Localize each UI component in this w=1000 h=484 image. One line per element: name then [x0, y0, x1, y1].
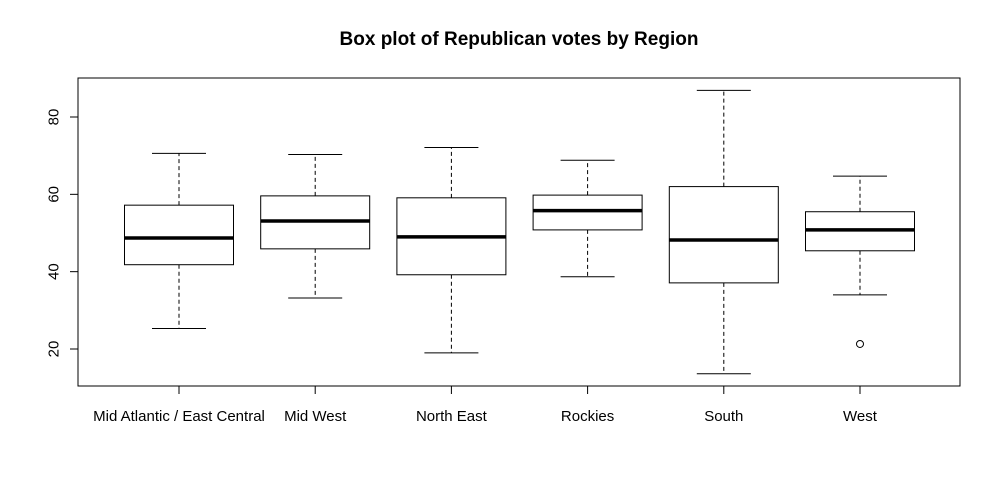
box-group [668, 89, 779, 375]
x-axis: Mid Atlantic / East Central Mid West North… [93, 386, 878, 425]
y-tick-label: 60 [46, 186, 63, 203]
interquartile-box [532, 194, 643, 231]
x-tick-label: Rockies [561, 408, 614, 425]
y-tick-label: 40 [46, 263, 63, 280]
interquartile-box [124, 204, 234, 266]
y-tick-label: 80 [46, 109, 63, 126]
x-tick-label: Mid West [284, 408, 347, 425]
box-group [805, 175, 915, 348]
x-tick-label: South [704, 408, 743, 425]
interquartile-box [668, 186, 779, 284]
y-tick-label: 20 [46, 341, 63, 358]
box-group [260, 154, 371, 299]
x-tick-label: North East [416, 408, 488, 425]
boxes [124, 89, 915, 375]
x-tick-label: West [843, 408, 878, 425]
box-group [396, 147, 507, 354]
box-group [532, 159, 643, 278]
chart-title: Box plot of Republican votes by Region [339, 29, 699, 50]
box-group [124, 152, 234, 330]
y-axis: 20 40 60 80 [46, 109, 79, 358]
outlier-point [856, 339, 864, 348]
x-tick-label: Mid Atlantic / East Central [93, 408, 265, 425]
